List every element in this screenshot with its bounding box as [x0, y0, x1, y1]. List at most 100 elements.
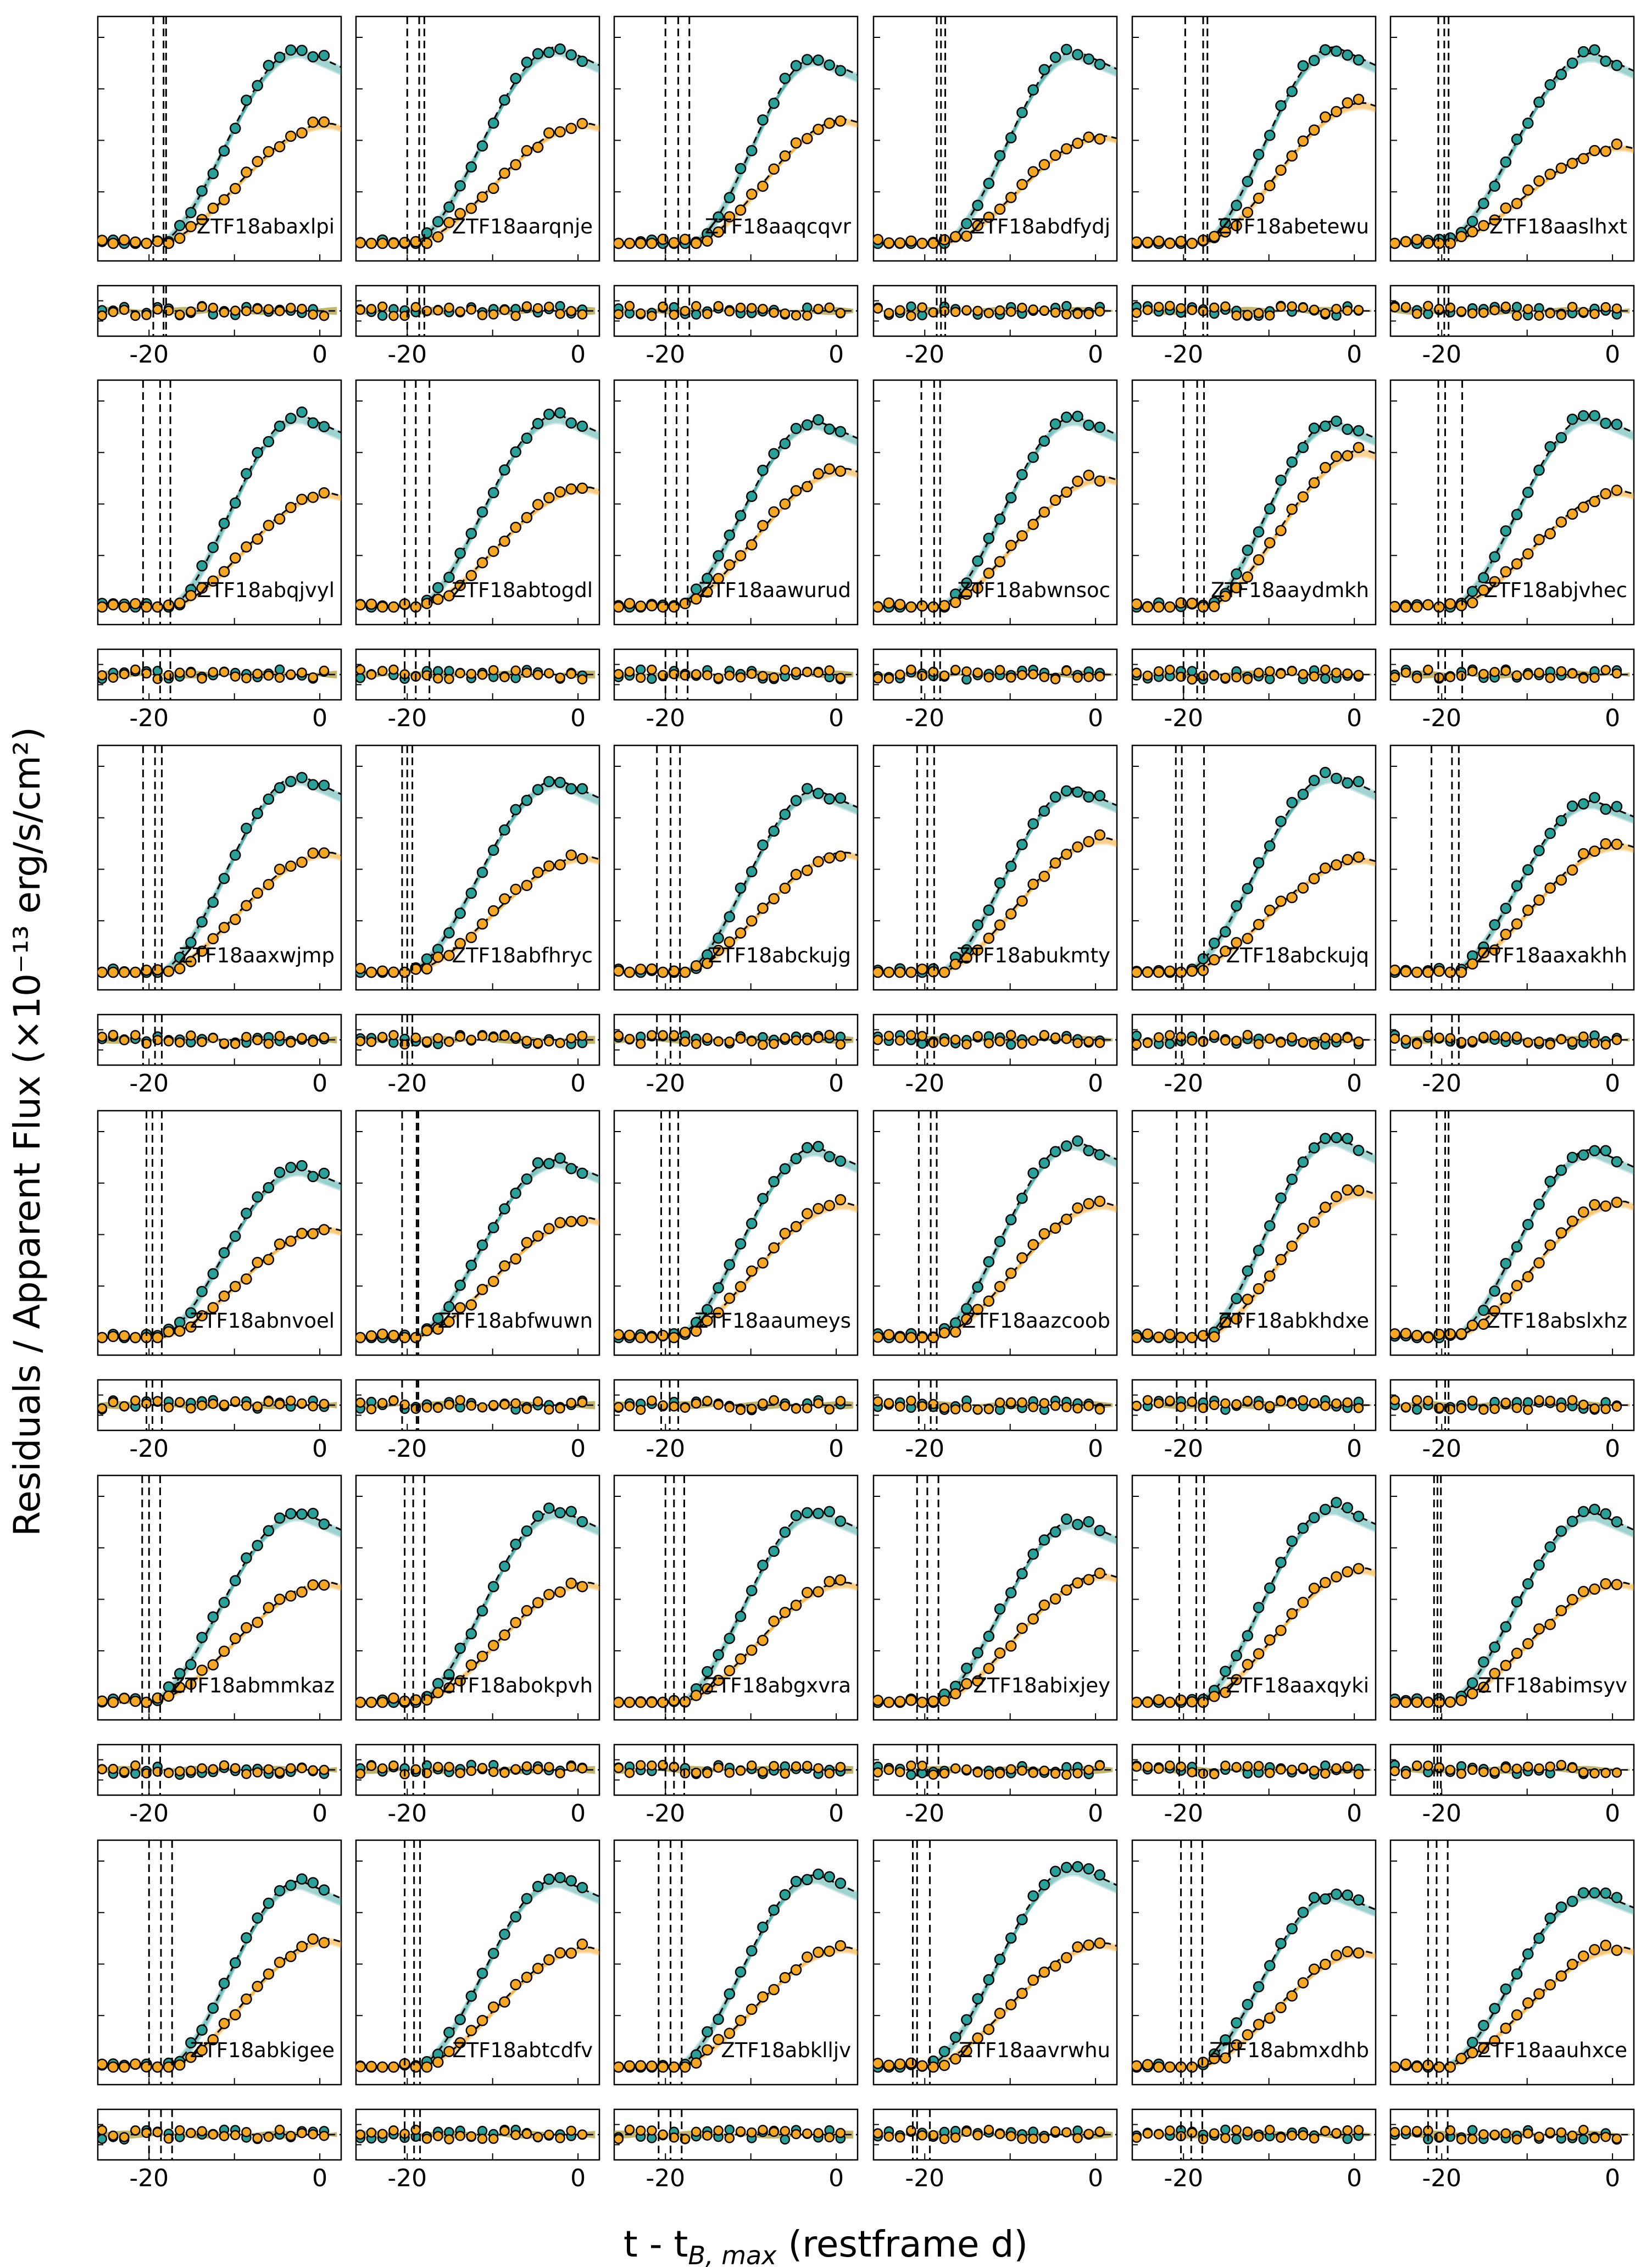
panel-label: ZTF18abfhryc	[452, 944, 593, 967]
residual-point-r	[928, 1769, 939, 1780]
residual-point-r	[1478, 1767, 1489, 1778]
data-point-r	[388, 966, 399, 978]
data-point-g	[1331, 1132, 1342, 1144]
model-line-g	[98, 775, 341, 973]
data-point-r	[1578, 848, 1589, 860]
data-point-r	[554, 1217, 566, 1228]
data-point-r	[938, 966, 950, 978]
data-point-g	[1253, 526, 1265, 538]
data-point-g	[443, 1669, 455, 1680]
data-point-r	[938, 234, 950, 246]
data-point-g	[296, 1873, 308, 1885]
residual-point-r	[1545, 2127, 1555, 2138]
data-point-r	[994, 2008, 1006, 2019]
panel-label: ZTF18abgxvra	[704, 1674, 851, 1697]
residual-plot-area	[356, 664, 599, 685]
residual-point-r	[1220, 672, 1231, 683]
residual-plot-area	[614, 300, 858, 321]
residual-point-r	[1445, 1764, 1456, 1775]
residual-point-r	[1467, 2134, 1478, 2145]
residual-point-r	[297, 1398, 307, 1409]
residual-point-r	[1500, 301, 1511, 312]
data-point-r	[668, 965, 680, 977]
residual-point-r	[780, 1768, 791, 1779]
residual-point-r	[1600, 1768, 1611, 1778]
data-point-g	[1320, 1133, 1331, 1144]
residual-point-r	[356, 304, 366, 315]
residual-point-r	[1231, 1762, 1242, 1773]
residual-point-r	[802, 310, 813, 321]
residual-point-r	[1253, 1761, 1264, 1772]
x-tick-label-0: 0	[1605, 1070, 1620, 1098]
data-point-r	[365, 598, 377, 610]
data-point-r	[1027, 166, 1039, 177]
x-tick-label-0: 0	[1605, 2164, 1620, 2192]
residual-point-r	[432, 1402, 443, 1413]
residual-point-r	[544, 302, 554, 312]
data-point-r	[757, 1257, 769, 1269]
residual-point-r	[1567, 2130, 1578, 2141]
residual-point-r	[917, 1031, 927, 1041]
data-point-r	[1016, 179, 1028, 191]
y-axis-label: Residuals / Apparent Flux (×10⁻¹³ erg/s/…	[6, 727, 48, 1536]
data-point-r	[1444, 1696, 1456, 1708]
data-point-r	[757, 1991, 769, 2003]
data-point-r	[454, 938, 466, 949]
residual-point-g	[1061, 300, 1072, 311]
residual-plot-area	[98, 301, 341, 321]
data-point-g	[1027, 1549, 1039, 1560]
data-point-g	[318, 1518, 330, 1530]
data-point-r	[614, 601, 625, 613]
data-point-r	[318, 1937, 330, 1948]
data-point-r	[1231, 582, 1242, 594]
data-point-r	[1444, 966, 1456, 978]
residual-point-r	[1287, 666, 1297, 676]
data-point-g	[218, 145, 230, 157]
residual-point-r	[883, 1398, 894, 1408]
residual-point-r	[983, 308, 994, 319]
residual-point-r	[219, 667, 230, 677]
data-point-g	[218, 1247, 230, 1258]
data-point-r	[1264, 2012, 1276, 2024]
data-point-r	[790, 485, 802, 497]
residual-point-r	[319, 665, 330, 676]
residual-point-r	[1534, 1763, 1544, 1774]
data-point-r	[185, 589, 197, 601]
data-point-g	[790, 1875, 802, 1887]
data-point-g	[465, 887, 477, 899]
data-point-g	[994, 1953, 1006, 1965]
data-point-r	[565, 1947, 577, 1959]
model-line-g	[356, 1509, 599, 1703]
data-point-r	[1600, 838, 1611, 850]
data-point-r	[174, 597, 186, 609]
data-point-r	[230, 552, 241, 564]
data-point-r	[713, 1307, 724, 1318]
residual-point-r	[1478, 2129, 1489, 2140]
residual-point-r	[769, 672, 779, 683]
data-point-g	[1578, 46, 1589, 58]
data-point-r	[916, 600, 928, 612]
data-point-r	[802, 481, 813, 493]
data-point-r	[824, 463, 835, 475]
residual-point-r	[1342, 668, 1353, 679]
data-point-r	[1478, 1318, 1489, 1330]
data-point-r	[1197, 601, 1209, 613]
data-point-r	[835, 465, 847, 477]
data-point-g	[1533, 845, 1545, 856]
data-point-r	[1231, 1313, 1242, 1325]
data-point-r	[894, 2058, 906, 2070]
data-point-r	[679, 598, 691, 610]
data-point-r	[98, 601, 108, 613]
data-point-g	[274, 420, 286, 432]
residual-point-r	[614, 309, 624, 320]
residual-point-r	[1523, 670, 1533, 680]
data-point-g	[1297, 1522, 1309, 1534]
model-band-g	[1132, 1505, 1376, 1704]
data-point-r	[1275, 895, 1287, 907]
residual-point-r	[769, 2126, 779, 2137]
residual-point-r	[680, 1036, 691, 1047]
data-point-r	[894, 1332, 906, 1344]
data-point-r	[465, 1659, 477, 1671]
